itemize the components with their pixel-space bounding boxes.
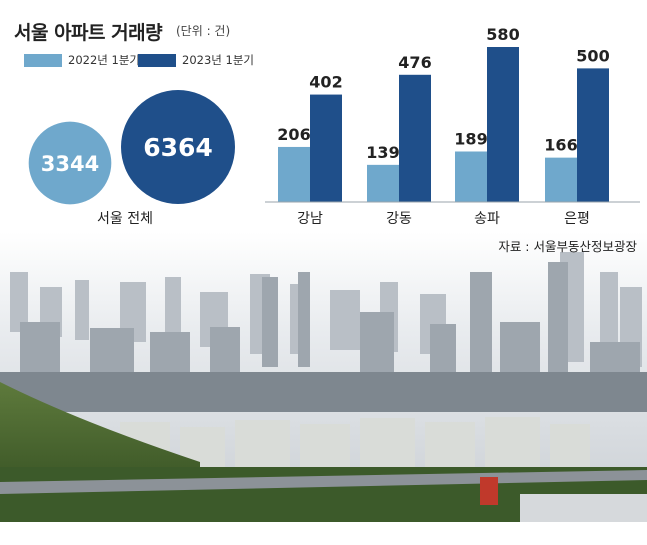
unit-label: (단위 : 건) xyxy=(176,24,231,38)
bar-label-2023-3: 500 xyxy=(576,46,609,65)
bar-label-2022-2: 189 xyxy=(454,129,487,148)
legend-swatch-2022 xyxy=(24,53,62,67)
bar-label-2022-1: 139 xyxy=(366,143,399,162)
bar-category-0: 강남 xyxy=(297,211,323,227)
city-skyline-photo xyxy=(0,232,647,522)
bar-category-1: 강동 xyxy=(386,211,412,227)
bubble-label-2023: 6364 xyxy=(143,133,213,162)
bar-2022-2 xyxy=(455,151,487,202)
bar-label-2022-3: 166 xyxy=(544,136,577,155)
bar-2022-0 xyxy=(278,146,310,202)
bar-label-2022-0: 206 xyxy=(277,125,310,144)
bubble-group: 3344 6364 서울 전체 xyxy=(28,90,235,227)
source-note: 자료 : 서울부동산정보광장 xyxy=(498,239,637,254)
bar-label-2023-1: 476 xyxy=(398,53,431,72)
bar-2023-2 xyxy=(487,47,519,202)
legend-item-2022: 2022년 1분기 xyxy=(24,52,140,68)
bar-2022-1 xyxy=(367,164,399,202)
chart-title: 서울 아파트 거래량 xyxy=(14,22,163,44)
bar-group: 206 402 강남 139 476 강동 189 580 송파 166 500 은평 xyxy=(265,25,640,227)
bar-label-2023-2: 580 xyxy=(486,25,519,44)
bar-2023-0 xyxy=(310,94,342,202)
bubble-category-label: 서울 전체 xyxy=(97,211,153,227)
chart-canvas: 3344 6364 서울 전체 206 402 강남 139 476 강동 189 580 송파 16… xyxy=(28,25,640,227)
bubble-2022 xyxy=(28,121,112,205)
bar-2023-3 xyxy=(577,68,609,203)
bubble-2023 xyxy=(121,90,235,204)
bar-category-3: 은평 xyxy=(564,211,590,227)
legend-swatch-2023 xyxy=(138,53,176,67)
legend-item-2023: 2023년 1분기 xyxy=(138,52,254,68)
legend-label-2023: 2023년 1분기 xyxy=(182,53,254,67)
bar-category-2: 송파 xyxy=(474,211,500,227)
bubble-label-2022: 3344 xyxy=(41,152,99,176)
legend-label-2022: 2022년 1분기 xyxy=(68,53,140,67)
bar-2023-1 xyxy=(399,74,431,202)
bar-label-2023-0: 402 xyxy=(309,73,342,92)
bar-2022-3 xyxy=(545,157,577,202)
